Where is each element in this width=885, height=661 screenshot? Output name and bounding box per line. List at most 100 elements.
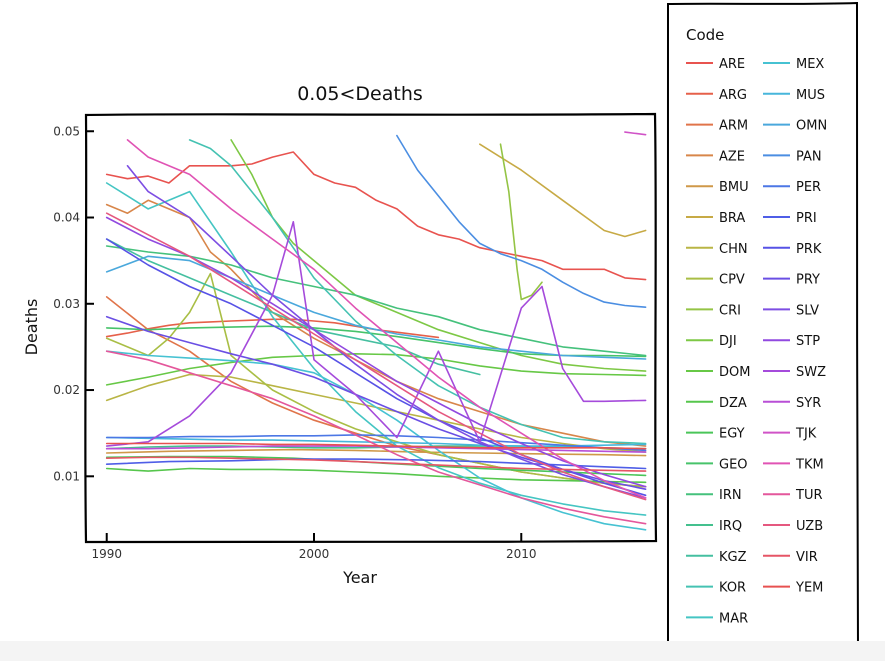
series-line-syr: [105, 445, 647, 453]
legend-label: VIR: [796, 550, 818, 565]
legend-label: SWZ: [796, 365, 826, 380]
legend-item-cri: CRI: [686, 303, 741, 318]
series-line-cpv: [105, 272, 647, 488]
legend-item-tkm: TKM: [763, 457, 824, 472]
legend-label: SYR: [796, 396, 821, 411]
series-line-aze: [105, 199, 647, 447]
legend-label: PRK: [796, 242, 822, 257]
legend-item-dji: DJI: [686, 334, 737, 349]
legend-label: YEM: [795, 581, 823, 596]
legend-label: BRA: [719, 211, 745, 226]
series-line-swz: [105, 221, 647, 447]
legend-title: Code: [686, 26, 724, 44]
legend-label: PRY: [796, 273, 820, 288]
series-line-kor: [188, 139, 647, 445]
x-tick-label-1990: 1990: [91, 547, 122, 561]
legend-frame: [666, 1, 860, 654]
series-layer: [105, 131, 647, 531]
y-tick-label-4: 0.05: [53, 124, 80, 138]
legend-item-kor: KOR: [686, 581, 746, 596]
legend-label: KOR: [719, 581, 746, 596]
legend-label: SLV: [796, 303, 819, 318]
legend-item-slv: SLV: [763, 303, 819, 318]
legend-item-swz: SWZ: [763, 365, 826, 380]
legend-item-stp: STP: [763, 334, 820, 349]
series-line-tkm: [126, 139, 647, 499]
legend-item-cpv: CPV: [686, 273, 745, 288]
chart-title: 0.05<Deaths: [297, 83, 423, 105]
x-tick-label-2000: 2000: [299, 547, 330, 561]
series-line-kgz: [105, 238, 481, 376]
series-line-irn: [105, 245, 647, 357]
legend-label: ARG: [719, 88, 747, 103]
legend-item-tur: TUR: [763, 488, 823, 503]
legend-item-bra: BRA: [686, 211, 745, 226]
series-line-pan: [396, 134, 647, 308]
legend-label: DOM: [719, 365, 750, 380]
y-axis: 0.01 0.02 0.03 0.04 0.05: [53, 124, 94, 483]
legend-label: GEO: [719, 457, 748, 472]
legend-label: MEX: [796, 57, 824, 72]
legend-label: ARE: [719, 57, 745, 72]
series-line-mex: [105, 350, 647, 531]
legend-label: KGZ: [719, 550, 747, 565]
legend-items: ARE ARG ARM AZE BMU BRA CHN CPV CRI DJI DOM DZA EGY G…: [686, 57, 827, 626]
legend-label: PER: [796, 180, 821, 195]
legend-label: IRQ: [719, 519, 742, 534]
legend-item-omn: OMN: [763, 119, 827, 134]
legend-item-chn: CHN: [686, 242, 748, 257]
series-line-pri: [105, 458, 647, 470]
legend-item-arg: ARG: [686, 88, 747, 103]
legend-label: TKM: [795, 457, 824, 472]
y-tick-label-2: 0.03: [53, 297, 80, 311]
legend-label: PRI: [796, 211, 817, 226]
legend-label: TUR: [795, 488, 823, 503]
x-axis: 1990 2000 2010: [91, 533, 537, 561]
legend-label: MUS: [796, 88, 825, 103]
series-line-vir: [105, 456, 647, 472]
legend-item-irn: IRN: [686, 488, 742, 503]
x-tick-label-2010: 2010: [506, 547, 537, 561]
series-line-mus: [105, 436, 647, 447]
legend-item-arm: ARM: [686, 119, 748, 134]
legend-item-egy: EGY: [686, 427, 745, 442]
legend-label: IRN: [719, 488, 742, 503]
legend-label: CPV: [719, 273, 745, 288]
legend-item-uzb: UZB: [763, 519, 823, 534]
series-line-omn: [105, 255, 647, 360]
legend-item-syr: SYR: [763, 396, 821, 411]
series-line-tjk: [624, 131, 647, 136]
legend-item-yem: YEM: [763, 581, 823, 596]
legend-label: DZA: [719, 396, 747, 411]
legend-label: TJK: [795, 427, 817, 442]
legend-item-irq: IRQ: [686, 519, 742, 534]
series-line-pry: [105, 315, 647, 490]
plot-frame: [84, 112, 658, 544]
series-line-yem: [105, 442, 647, 450]
series-line-tur: [105, 350, 647, 525]
legend-item-aze: AZE: [686, 149, 745, 164]
x-axis-label: Year: [342, 568, 377, 587]
series-line-bmu: [105, 448, 647, 457]
legend-item-pry: PRY: [763, 273, 820, 288]
legend-item-per: PER: [763, 180, 821, 195]
series-line-bra: [479, 143, 647, 238]
legend-item-mar: MAR: [686, 611, 748, 626]
legend-item-are: ARE: [686, 57, 745, 72]
legend-item-vir: VIR: [763, 550, 818, 565]
legend-item-pan: PAN: [763, 149, 822, 164]
legend-item-geo: GEO: [686, 457, 748, 472]
legend-label: MAR: [719, 611, 748, 626]
y-tick-label-0: 0.01: [53, 469, 80, 483]
legend-label: UZB: [796, 519, 823, 534]
legend-label: STP: [796, 334, 820, 349]
series-line-mar: [105, 182, 647, 516]
series-line-dza: [105, 467, 647, 484]
legend-label: OMN: [796, 119, 827, 134]
series-line-dom: [105, 353, 647, 386]
series-line-cri: [499, 143, 543, 301]
legend-item-prk: PRK: [763, 242, 822, 257]
legend-item-tjk: TJK: [763, 427, 817, 442]
series-line-are: [105, 151, 647, 281]
